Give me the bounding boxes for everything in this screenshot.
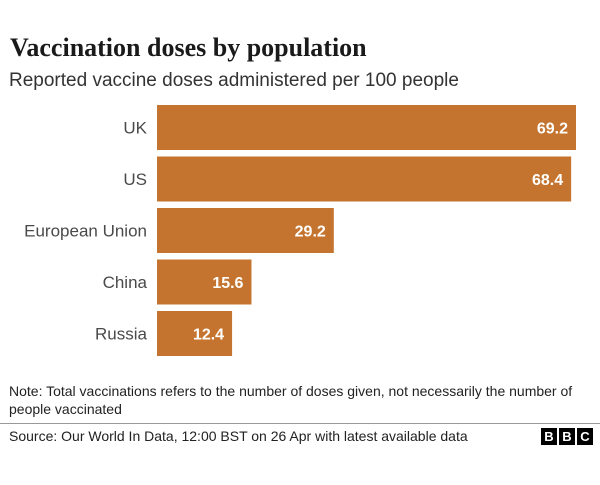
category-label: European Union — [24, 222, 147, 241]
category-label: China — [103, 273, 148, 292]
bar-european-union — [157, 208, 334, 253]
bbc-logo-letter: B — [541, 428, 557, 445]
category-label: US — [123, 170, 147, 189]
footer-divider — [0, 423, 600, 424]
value-label: 69.2 — [537, 121, 568, 138]
value-label: 68.4 — [532, 172, 563, 189]
chart-title: Vaccination doses by population — [10, 33, 367, 62]
bar-chart: UK 69.2 US 68.4 European Union 29.2 China 15.6 R… — [24, 105, 576, 356]
bbc-logo-letter: B — [559, 428, 575, 445]
bar-russia — [157, 311, 233, 356]
value-label: 29.2 — [295, 224, 326, 241]
bar-uk — [157, 105, 576, 150]
source-text: Source: Our World In Data, 12:00 BST on … — [9, 428, 468, 444]
bbc-logo-letter: C — [577, 428, 593, 445]
category-label: UK — [123, 119, 147, 138]
chart-note: Note: Total vaccinations refers to the n… — [9, 383, 573, 417]
category-label: Russia — [95, 325, 148, 344]
bbc-logo: B B C — [541, 428, 593, 445]
value-label: 12.4 — [193, 327, 224, 344]
bar-china — [157, 259, 252, 305]
chart-subtitle: Reported vaccine doses administered per … — [9, 70, 459, 91]
bar-us — [157, 156, 572, 202]
value-label: 15.6 — [212, 275, 243, 292]
